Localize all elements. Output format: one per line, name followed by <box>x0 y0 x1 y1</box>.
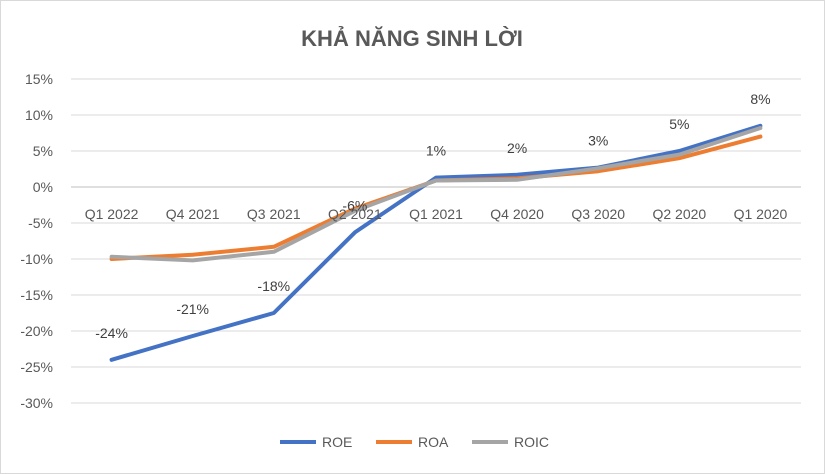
data-label: -6% <box>342 197 367 213</box>
y-tick-label: -30% <box>20 395 53 411</box>
x-category-label: Q3 2020 <box>571 206 625 222</box>
x-category-label: Q1 2020 <box>734 206 788 222</box>
data-label: 1% <box>426 143 446 159</box>
x-category-label: Q2 2020 <box>652 206 706 222</box>
legend-label-roe: ROE <box>322 434 352 450</box>
y-tick-label: 10% <box>25 107 53 123</box>
chart-title: KHẢ NĂNG SINH LỜI <box>301 26 523 51</box>
x-category-label: Q4 2021 <box>166 206 220 222</box>
data-label: 8% <box>750 91 770 107</box>
legend: ROE ROA ROIC <box>280 434 549 450</box>
y-tick-label: -10% <box>20 251 53 267</box>
series-line-roic <box>109 126 763 263</box>
data-label: -24% <box>95 325 128 341</box>
data-labels: -24% -21% -18% -6% 1% 2% 3% 5% 8% <box>95 91 770 341</box>
x-category-label: Q2 2021 <box>328 206 382 222</box>
legend-label-roa: ROA <box>418 434 449 450</box>
y-tick-label: -5% <box>28 215 53 231</box>
y-tick-label: -20% <box>20 323 53 339</box>
series-lines <box>109 123 763 362</box>
y-tick-label: -15% <box>20 287 53 303</box>
y-tick-label: 5% <box>33 143 53 159</box>
x-category-label: Q1 2021 <box>409 206 463 222</box>
data-label: -18% <box>257 278 290 294</box>
x-axis-categories: Q1 2022 Q4 2021 Q3 2021 Q2 2021 Q1 2021 Q4 20… <box>85 206 788 222</box>
x-category-label: Q3 2021 <box>247 206 301 222</box>
x-category-label: Q4 2020 <box>490 206 544 222</box>
data-label: 2% <box>507 140 527 156</box>
x-category-label: Q1 2022 <box>85 206 139 222</box>
y-tick-label: 15% <box>25 71 53 87</box>
y-axis-ticks: 15% 10% 5% 0% -5% -10% -15% -20% -25% -30% <box>20 71 53 411</box>
y-tick-label: 0% <box>33 179 53 195</box>
data-label: -21% <box>176 301 209 317</box>
data-label: 5% <box>669 116 689 132</box>
gridlines <box>71 78 801 404</box>
data-label: 3% <box>588 133 608 149</box>
series-line-roe <box>109 123 763 362</box>
y-tick-label: -25% <box>20 359 53 375</box>
legend-label-roic: ROIC <box>514 434 549 450</box>
